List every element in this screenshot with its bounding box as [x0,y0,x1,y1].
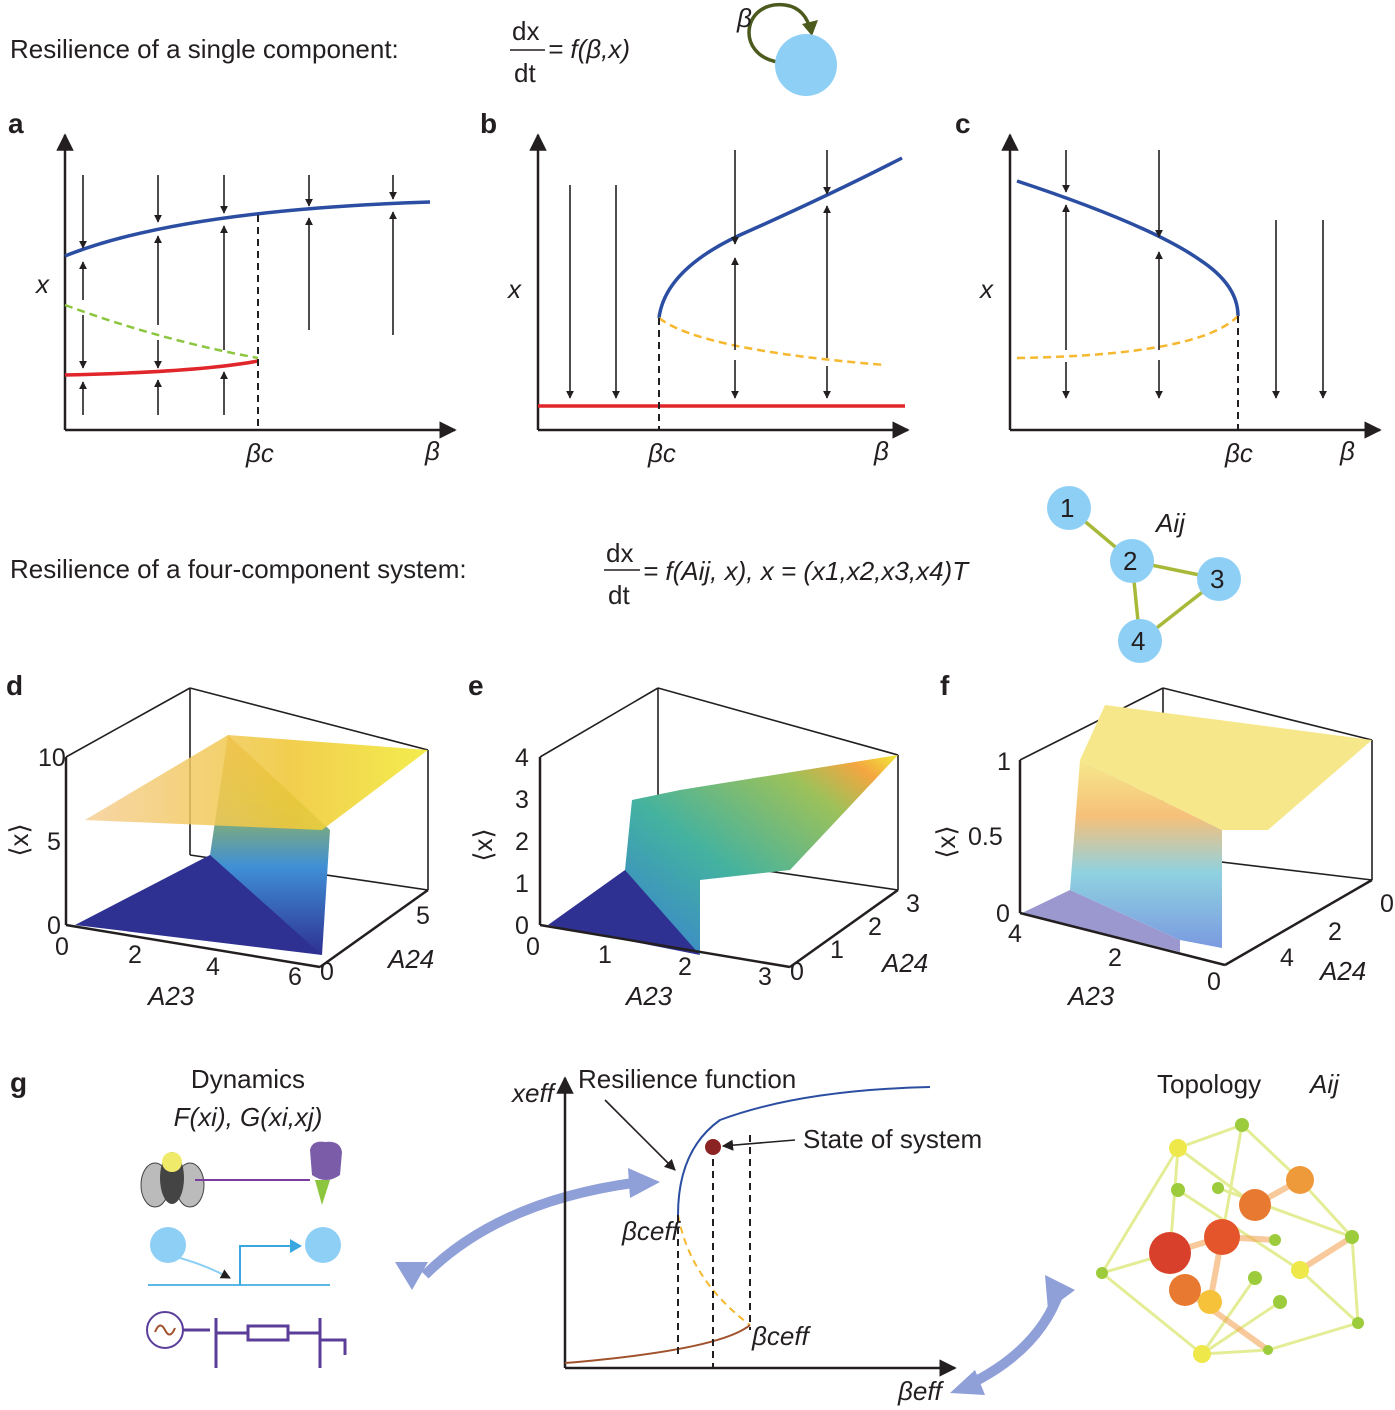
header-four: Resilience of a four-component system: [10,554,467,584]
svg-text:β: β [873,436,889,466]
svg-text:0: 0 [515,912,529,940]
svg-text:3: 3 [515,786,529,814]
svg-text:10: 10 [38,744,66,772]
svg-text:A23: A23 [624,981,673,1011]
svg-text:1: 1 [1060,493,1074,523]
svg-text:1: 1 [830,936,844,964]
panel-d: d 10 5 0 0 2 4 6 0 5 ⟨x⟩ A23 A24 [4,670,434,1011]
svg-text:4: 4 [1131,626,1145,656]
svg-text:5: 5 [47,828,61,856]
svg-text:Aij: Aij [1154,508,1186,538]
svg-text:3: 3 [906,890,920,918]
svg-text:1: 1 [515,870,529,898]
svg-text:0: 0 [47,912,61,940]
svg-text:4: 4 [1280,944,1294,972]
equation-single: dx dt = f(β,x) [510,16,630,88]
svg-text:State of system: State of system [803,1124,982,1154]
svg-text:2: 2 [1328,918,1342,946]
svg-text:A24: A24 [386,944,434,974]
svg-text:dx: dx [512,16,539,46]
svg-text:3: 3 [1210,564,1224,594]
svg-text:⟨x⟩: ⟨x⟩ [4,823,34,856]
svg-text:d: d [6,670,23,701]
panel-e: e 4 3 2 1 0 0 1 2 3 0 1 2 3 ⟨x⟩ A23 A24 [468,670,928,1011]
svg-text:βc: βc [647,438,676,468]
svg-text:Dynamics: Dynamics [191,1064,305,1094]
svg-text:F(xi), G(xi,xj): F(xi), G(xi,xj) [174,1102,323,1132]
panel-b: b x β βc [480,108,910,468]
equation-four: dx dt = f(Aij, x), x = (x1,x2,x3,x4)T [604,538,970,610]
svg-text:x: x [978,274,994,304]
svg-text:2: 2 [678,953,692,981]
state-dot [705,1139,721,1155]
svg-text:4: 4 [515,744,529,772]
svg-text:0: 0 [996,900,1010,928]
svg-text:dt: dt [514,58,536,88]
panel-f: f 1 0.5 0 4 2 0 4 2 0 ⟨x⟩ A23 A24 [931,670,1394,1011]
panel-g: g Dynamics F(xi), G(xi,xj) [10,1064,1364,1406]
svg-text:0: 0 [790,958,804,986]
svg-text:dt: dt [608,580,630,610]
svg-text:= f(Aij, x), x = (x1,x2,x3,x4): = f(Aij, x), x = (x1,x2,x3,x4)T [643,556,970,586]
svg-text:e: e [468,670,484,701]
svg-text:b: b [480,108,497,139]
svg-text:a: a [8,108,24,139]
svg-text:Topology: Topology [1157,1069,1261,1099]
svg-text:dx: dx [606,538,633,568]
svg-text:1: 1 [598,941,612,969]
svg-text:0: 0 [1207,968,1221,996]
svg-text:g: g [10,1067,27,1098]
network-small: 1 2 3 4 Aij [1047,486,1241,663]
panel-a: a x β βc [8,108,457,468]
bee-icon [140,1152,205,1208]
svg-text:4: 4 [206,953,220,981]
svg-text:= f(β,x): = f(β,x) [548,34,630,64]
svg-text:β: β [736,3,752,33]
topology-network [1096,1118,1364,1363]
svg-text:2: 2 [868,913,882,941]
svg-text:x: x [506,274,522,304]
svg-text:4: 4 [1008,920,1022,948]
svg-text:2: 2 [515,828,529,856]
svg-text:β: β [424,436,440,466]
header-single: Resilience of a single component: [10,34,399,64]
svg-text:5: 5 [416,902,430,930]
svg-text:f: f [940,670,950,701]
svg-text:0: 0 [55,933,69,961]
svg-text:βceff: βceff [621,1216,682,1246]
tulip-icon [310,1141,342,1205]
svg-text:1: 1 [997,748,1011,776]
svg-text:βc: βc [1224,438,1253,468]
svg-text:0: 0 [1380,890,1394,918]
svg-text:2: 2 [1108,944,1122,972]
svg-text:3: 3 [758,963,772,991]
power-grid-icon [146,1311,347,1368]
svg-text:0: 0 [320,958,334,986]
svg-text:6: 6 [288,963,302,991]
svg-text:βc: βc [245,438,274,468]
svg-text:A24: A24 [880,948,928,978]
svg-text:x: x [34,269,50,299]
svg-text:A23: A23 [146,981,195,1011]
svg-text:xeff: xeff [510,1078,557,1108]
gene-regulation-icon [148,1227,341,1286]
svg-text:A23: A23 [1066,981,1115,1011]
panel-c: c x β βc [955,108,1382,468]
svg-text:Resilience function: Resilience function [578,1064,796,1094]
svg-text:βceff: βceff [751,1321,812,1351]
self-loop-node: β [736,3,837,96]
svg-text:βeff: βeff [897,1376,945,1406]
svg-text:β: β [1339,436,1355,466]
svg-text:⟨x⟩: ⟨x⟩ [468,828,498,861]
svg-text:c: c [955,108,971,139]
svg-text:0.5: 0.5 [968,823,1003,851]
svg-text:2: 2 [128,941,142,969]
svg-text:A24: A24 [1318,956,1366,986]
svg-text:⟨x⟩: ⟨x⟩ [931,825,961,858]
svg-text:Aij: Aij [1308,1069,1340,1099]
svg-text:2: 2 [1123,546,1137,576]
svg-text:0: 0 [526,933,540,961]
